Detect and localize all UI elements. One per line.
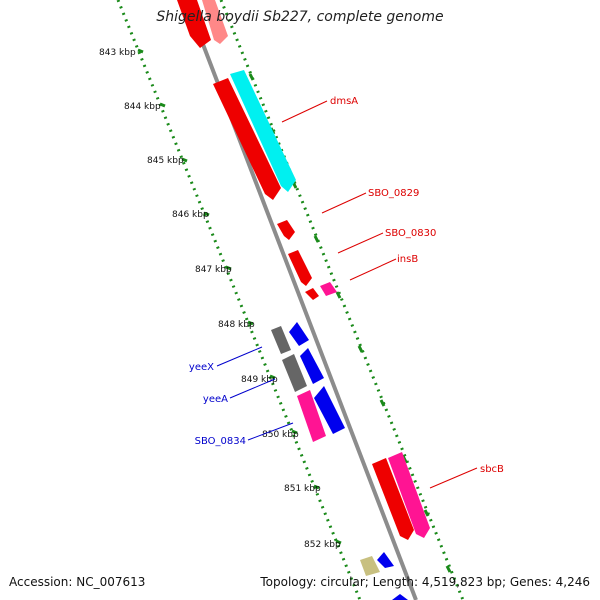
gene-label-SBO_0829: SBO_0829 <box>368 188 419 199</box>
gene-blue-bottom <box>377 552 394 568</box>
inner-dotted-track <box>116 0 362 600</box>
outer-dotted-track <box>219 0 465 600</box>
gene-label-dmsA: dmsA <box>330 96 358 107</box>
gene-sbcB-pink <box>388 452 430 538</box>
tick-label-846: 846 kbp <box>172 210 209 220</box>
gene-label-insB: insB <box>397 254 418 265</box>
gene-label-yeeA: yeeA <box>203 394 228 405</box>
gene-khaki <box>360 556 380 576</box>
callout-yeeX <box>216 346 263 367</box>
callout-SBO_0829 <box>321 192 367 214</box>
outer-tick-marks <box>248 73 452 573</box>
gene-label-SBO_0830: SBO_0830 <box>385 228 436 239</box>
gene-yeeX <box>282 354 307 392</box>
gene-label-sbcB: sbcB <box>480 464 504 475</box>
tick-label-850: 850 kbp <box>262 430 299 440</box>
gene-SBO_0830 <box>288 250 312 286</box>
tick-label-849: 849 kbp <box>241 375 278 385</box>
gene-yeeA <box>297 390 326 442</box>
gene-dmsA <box>213 78 281 200</box>
gene-top-pink <box>202 0 228 44</box>
tick-label-848: 848 kbp <box>218 320 255 330</box>
callout-sbcB <box>429 467 478 489</box>
callout-dmsA <box>281 100 328 123</box>
tick-label-843: 843 kbp <box>99 48 136 58</box>
gene-gray-1 <box>271 326 291 354</box>
tick-label-847: 847 kbp <box>195 265 232 275</box>
inner-tick-marks <box>137 48 342 545</box>
tick-label-851: 851 kbp <box>284 484 321 494</box>
gene-blue-1 <box>289 322 309 346</box>
accession-text: Accession: NC_007613 <box>9 575 146 589</box>
callout-SBO_0834 <box>247 422 294 441</box>
callout-SBO_0830 <box>337 232 384 254</box>
gene-blue-2 <box>300 348 324 384</box>
gene-sbcB <box>372 458 414 540</box>
tick-label-844: 844 kbp <box>124 102 161 112</box>
gene-SBO_0829 <box>277 220 295 240</box>
topology-text: Topology: circular; Length: 4,519,823 bp… <box>260 575 590 589</box>
tick-label-852: 852 kbp <box>304 540 341 550</box>
callout-insB <box>349 258 397 281</box>
gene-small-red <box>305 288 319 300</box>
gene-label-SBO_0834: SBO_0834 <box>195 436 246 447</box>
gene-blue-3 <box>314 386 345 434</box>
genome-title: Shigella boydii Sb227, complete genome <box>156 9 444 25</box>
gene-top-red <box>177 0 211 48</box>
tick-label-845: 845 kbp <box>147 156 184 166</box>
gene-cyan <box>230 70 296 192</box>
gene-label-yeeX: yeeX <box>189 362 214 373</box>
callout-yeeA <box>229 378 276 399</box>
gene-insB <box>320 282 337 296</box>
gene-bottom-blue-right <box>392 594 408 600</box>
